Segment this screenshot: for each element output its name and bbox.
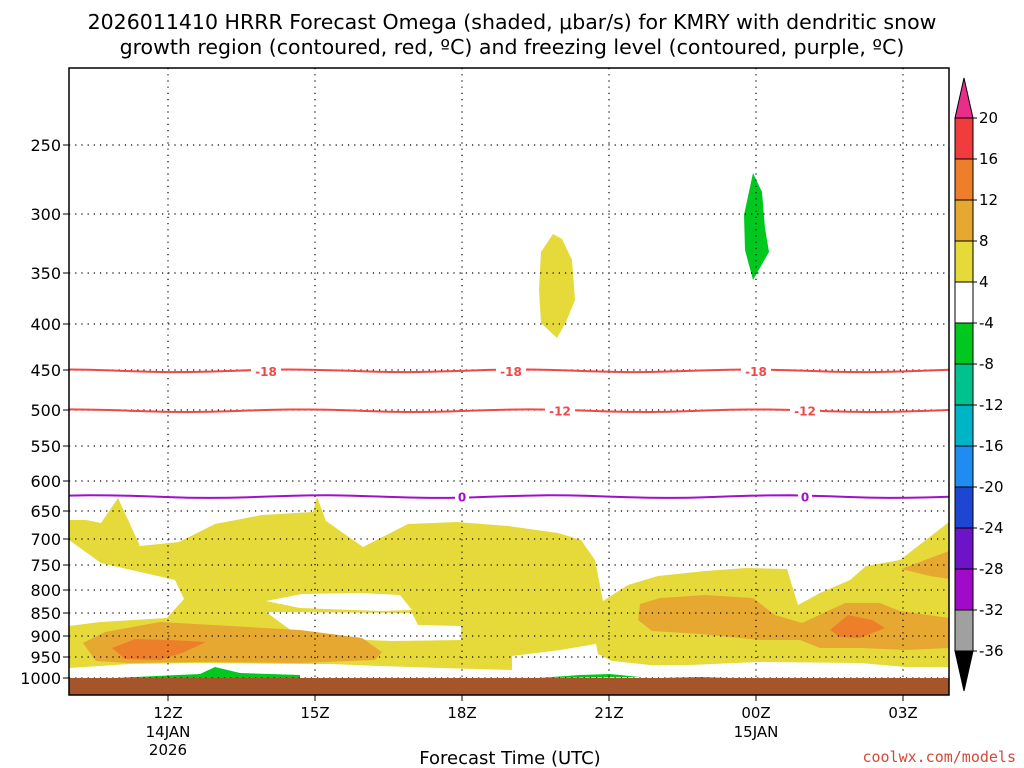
contour-label-bg-freezing-level-0 bbox=[455, 488, 469, 505]
shade-gap-4 bbox=[512, 651, 650, 670]
xtick-label-03Z: 03Z bbox=[888, 704, 917, 722]
ytick-label-250: 250 bbox=[30, 136, 61, 155]
shade-gap-2 bbox=[266, 593, 412, 611]
colorbar-top-triangle bbox=[954, 77, 974, 119]
ytick-label-1000: 1000 bbox=[20, 669, 61, 688]
contour-label-dendritic-top-2: -18 bbox=[745, 365, 767, 379]
colorbar-label--36: -36 bbox=[979, 642, 1004, 660]
chart-title-line2: growth region (contoured, red, ºC) and f… bbox=[120, 35, 905, 59]
ytick-label-800: 800 bbox=[30, 581, 61, 600]
shade-core-west bbox=[112, 639, 206, 660]
colorbar-box-8 bbox=[954, 404, 974, 447]
shade-upper-positive bbox=[539, 234, 575, 338]
xtick-sublabel-12Z: 14JAN bbox=[146, 723, 191, 741]
colorbar-bottom-triangle bbox=[954, 650, 974, 692]
contour-label-dendritic-bottom-0: -12 bbox=[549, 405, 571, 419]
ytick-label-450: 450 bbox=[30, 361, 61, 380]
colorbar-box-7 bbox=[954, 363, 974, 406]
colorbar-box-5 bbox=[954, 281, 974, 324]
xtick-label-18Z: 18Z bbox=[447, 704, 476, 722]
colorbar-box-13 bbox=[954, 609, 974, 652]
ytick-label-700: 700 bbox=[30, 530, 61, 549]
contour-label-dendritic-top-1: -18 bbox=[500, 365, 522, 379]
colorbar-label-16: 16 bbox=[979, 150, 998, 168]
ytick-label-400: 400 bbox=[30, 315, 61, 334]
colorbar: 20 16 12 8 4 -4 -8 -12 -16 -20 -24 -28 -32 -36 bbox=[954, 77, 1004, 692]
ytick-label-850: 850 bbox=[30, 604, 61, 623]
colorbar-label--16: -16 bbox=[979, 437, 1004, 455]
colorbar-label--12: -12 bbox=[979, 396, 1004, 414]
contour-label-bg-dendritic-bottom-0 bbox=[545, 402, 575, 419]
colorbar-label-8: 8 bbox=[979, 232, 989, 250]
shade-upper-negative bbox=[744, 173, 769, 280]
ytick-label-950: 950 bbox=[30, 648, 61, 667]
ytick-label-550: 550 bbox=[30, 437, 61, 456]
xtick-label-21Z: 21Z bbox=[594, 704, 623, 722]
shade-lowlevel-8-12-east bbox=[638, 595, 949, 650]
contour-label-bg-dendritic-top-1 bbox=[496, 362, 526, 379]
colorbar-box-11 bbox=[954, 527, 974, 570]
xtick-label-15Z: 15Z bbox=[300, 704, 329, 722]
colorbar-box-9 bbox=[954, 445, 974, 488]
y-axis-ticks: 250 300 350 400 450 500 550 600 650 700 750 800 850 9… bbox=[20, 136, 69, 688]
xtick-label-00Z: 00Z bbox=[741, 704, 770, 722]
xtick-sublabel2-12Z: 2026 bbox=[149, 741, 187, 759]
shade-gap-6 bbox=[857, 545, 878, 566]
colorbar-label--20: -20 bbox=[979, 478, 1004, 496]
colorbar-label--32: -32 bbox=[979, 601, 1004, 619]
colorbar-label--28: -28 bbox=[979, 560, 1004, 578]
contour-label-bg-freezing-level-1 bbox=[798, 488, 812, 505]
ytick-label-900: 900 bbox=[30, 627, 61, 646]
credit-text: coolwx.com/models bbox=[862, 748, 1016, 766]
shade-core-east bbox=[830, 615, 885, 638]
ytick-label-750: 750 bbox=[30, 556, 61, 575]
xtick-sublabel-00Z: 15JAN bbox=[734, 723, 779, 741]
contour-label-freezing-level-1: 0 bbox=[801, 491, 809, 505]
colorbar-label-12: 12 bbox=[979, 191, 998, 209]
colorbar-box-2 bbox=[954, 158, 974, 201]
ytick-label-600: 600 bbox=[30, 472, 61, 491]
contour-label-bg-dendritic-top-0 bbox=[251, 362, 281, 379]
colorbar-box-4 bbox=[954, 240, 974, 283]
colorbar-box-6 bbox=[954, 322, 974, 365]
contour-label-bg-dendritic-bottom-1 bbox=[790, 402, 820, 419]
colorbar-label--4: -4 bbox=[979, 314, 994, 332]
contour-lines: -18 -18 -18 -12 -12 0 0 bbox=[68, 362, 950, 505]
colorbar-label--24: -24 bbox=[979, 519, 1004, 537]
colorbar-box-3 bbox=[954, 199, 974, 242]
colorbar-label-4: 4 bbox=[979, 273, 989, 291]
ytick-label-350: 350 bbox=[30, 264, 61, 283]
ytick-label-650: 650 bbox=[30, 502, 61, 521]
contour-label-dendritic-bottom-1: -12 bbox=[794, 405, 816, 419]
ytick-label-300: 300 bbox=[30, 205, 61, 224]
contour-label-bg-dendritic-top-2 bbox=[741, 362, 771, 379]
contour-label-dendritic-top-0: -18 bbox=[255, 365, 277, 379]
shade-surface-negative-west bbox=[115, 667, 300, 678]
contour-label-freezing-level-0: 0 bbox=[458, 491, 466, 505]
chart-title-line1: 2026011410 HRRR Forecast Omega (shaded, … bbox=[88, 10, 937, 34]
shade-surface-negative-mid bbox=[538, 674, 640, 678]
ground-terrain bbox=[69, 678, 949, 695]
colorbar-label-20: 20 bbox=[979, 109, 998, 127]
x-axis-label: Forecast Time (UTC) bbox=[419, 748, 600, 768]
colorbar-box-1 bbox=[954, 117, 974, 160]
plot-frame bbox=[68, 67, 950, 696]
ytick-label-500: 500 bbox=[30, 401, 61, 420]
shaded-omega-regions bbox=[69, 173, 949, 678]
colorbar-box-12 bbox=[954, 568, 974, 611]
xtick-label-12Z: 12Z bbox=[153, 704, 182, 722]
shade-gap-1 bbox=[69, 540, 184, 626]
colorbar-box-10 bbox=[954, 486, 974, 529]
colorbar-label--8: -8 bbox=[979, 355, 994, 373]
